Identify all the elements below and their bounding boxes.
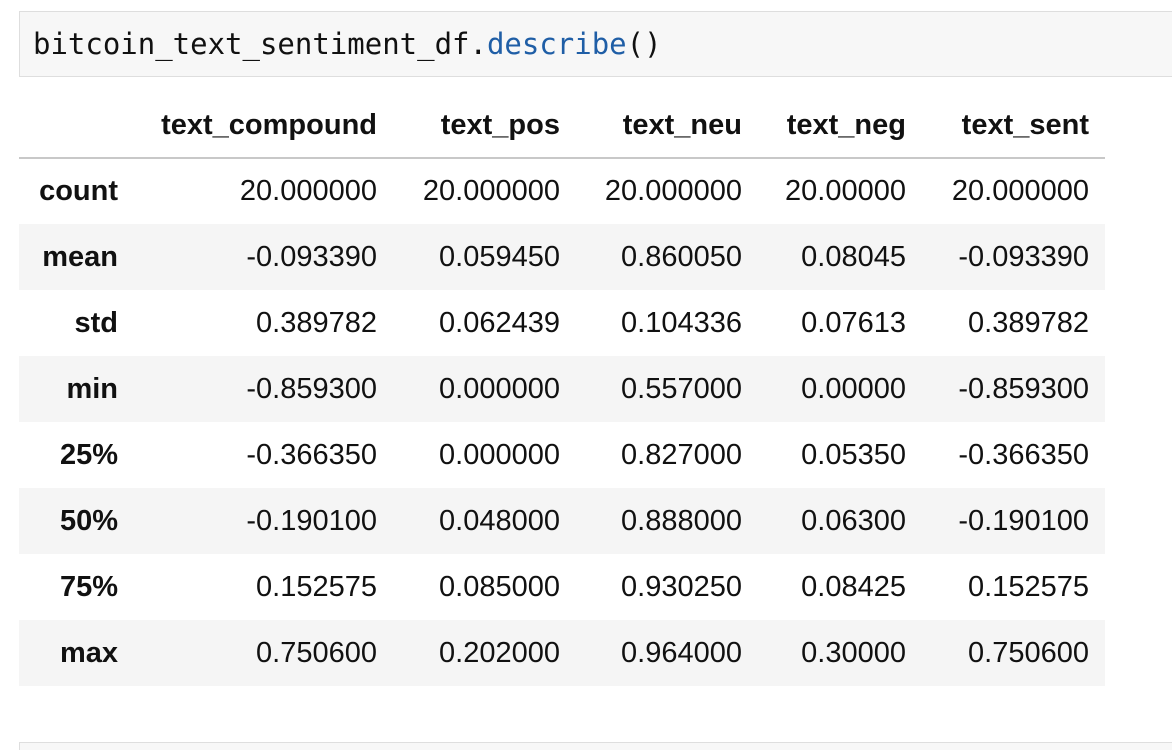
next-code-cell[interactable]: [19, 742, 1172, 750]
table-cell: 0.202000: [439, 636, 560, 669]
table-cell: 20.000000: [239, 175, 377, 207]
table-cell: 0.062439: [439, 306, 560, 339]
row-label: count: [39, 175, 118, 207]
table-cell: 0.750600: [968, 636, 1089, 669]
table-cell: 0.104336: [621, 306, 742, 339]
table-header-row: text_compound text_pos text_neu text_neg…: [19, 94, 1105, 159]
table-cell: -0.366350: [958, 438, 1089, 471]
table-cell: 0.152575: [256, 570, 377, 603]
output-area: text_compound text_pos text_neu text_neg…: [19, 94, 1105, 686]
table-cell: 0.30000: [801, 636, 906, 669]
table-cell: 0.389782: [256, 306, 377, 339]
table-cell: 20.000000: [604, 175, 742, 207]
table-cell: -0.366350: [246, 438, 377, 471]
column-header: text_pos: [393, 94, 576, 159]
row-label: 75%: [59, 570, 118, 603]
table-cell: -0.859300: [246, 372, 377, 405]
table-cell: 0.827000: [621, 438, 742, 471]
table-cell: 0.000000: [439, 372, 560, 405]
table-body: count 20.000000 20.000000 20.000000 20.00000…: [19, 158, 1105, 686]
table-cell: 0.964000: [621, 636, 742, 669]
table-row: mean -0.093390 0.059450 0.860050 0.08045 -0.0…: [19, 224, 1105, 290]
table-cell: 0.152575: [968, 570, 1089, 603]
table-row: std 0.389782 0.062439 0.104336 0.07613 0.3897…: [19, 290, 1105, 356]
column-header: text_sent: [922, 94, 1105, 159]
row-label: 25%: [59, 438, 118, 471]
table-cell: 0.07613: [801, 306, 906, 339]
code-method: describe: [486, 27, 627, 61]
table-cell: -0.093390: [958, 240, 1089, 273]
table-cell: 0.557000: [621, 372, 742, 405]
table-cell: -0.190100: [246, 504, 377, 537]
table-cell: 0.048000: [439, 504, 560, 537]
table-cell: -0.190100: [958, 504, 1089, 537]
table-cell: 0.06300: [801, 504, 906, 537]
row-label: 50%: [59, 504, 118, 537]
row-label: std: [74, 306, 119, 339]
table-cell: 0.000000: [439, 438, 560, 471]
code-call: (): [626, 27, 662, 61]
table-cell: 0.750600: [256, 636, 377, 669]
code-line: bitcoin_text_sentiment_df.describe(): [33, 24, 662, 64]
table-cell: 0.059450: [439, 240, 560, 273]
table-row: max 0.750600 0.202000 0.964000 0.30000 0.7506…: [19, 620, 1105, 686]
code-object: bitcoin_text_sentiment_df.: [33, 27, 487, 61]
column-header: text_neu: [576, 94, 758, 159]
table-cell: 0.860050: [621, 240, 742, 273]
row-label: mean: [42, 240, 118, 273]
table-cell: 0.085000: [439, 570, 560, 603]
table-cell: 0.00000: [801, 372, 906, 405]
row-label: min: [66, 372, 118, 405]
table-cell: 20.000000: [422, 175, 560, 207]
table-cell: 0.888000: [621, 504, 742, 537]
table-row: count 20.000000 20.000000 20.000000 20.00000…: [19, 158, 1105, 224]
describe-table: text_compound text_pos text_neu text_neg…: [19, 94, 1105, 686]
table-cell: -0.859300: [958, 372, 1089, 405]
table-row: 50% -0.190100 0.048000 0.888000 0.06300 -0.19…: [19, 488, 1105, 554]
table-cell: 0.05350: [801, 438, 906, 471]
table-cell: 0.08045: [801, 240, 906, 273]
table-row: 75% 0.152575 0.085000 0.930250 0.08425 0.1525…: [19, 554, 1105, 620]
table-cell: 0.930250: [621, 570, 742, 603]
column-header: text_neg: [758, 94, 922, 159]
table-cell: 20.000000: [951, 175, 1089, 207]
column-header: text_compound: [134, 94, 393, 159]
table-cell: -0.093390: [246, 240, 377, 273]
table-cell: 0.08425: [801, 570, 906, 603]
index-header: [19, 94, 134, 159]
table-row: min -0.859300 0.000000 0.557000 0.00000 -0.85…: [19, 356, 1105, 422]
table-cell: 20.00000: [785, 175, 906, 207]
code-cell[interactable]: bitcoin_text_sentiment_df.describe(): [19, 11, 1172, 77]
table-row: 25% -0.366350 0.000000 0.827000 0.05350 -0.36…: [19, 422, 1105, 488]
row-label: max: [59, 636, 118, 669]
table-cell: 0.389782: [968, 306, 1089, 339]
